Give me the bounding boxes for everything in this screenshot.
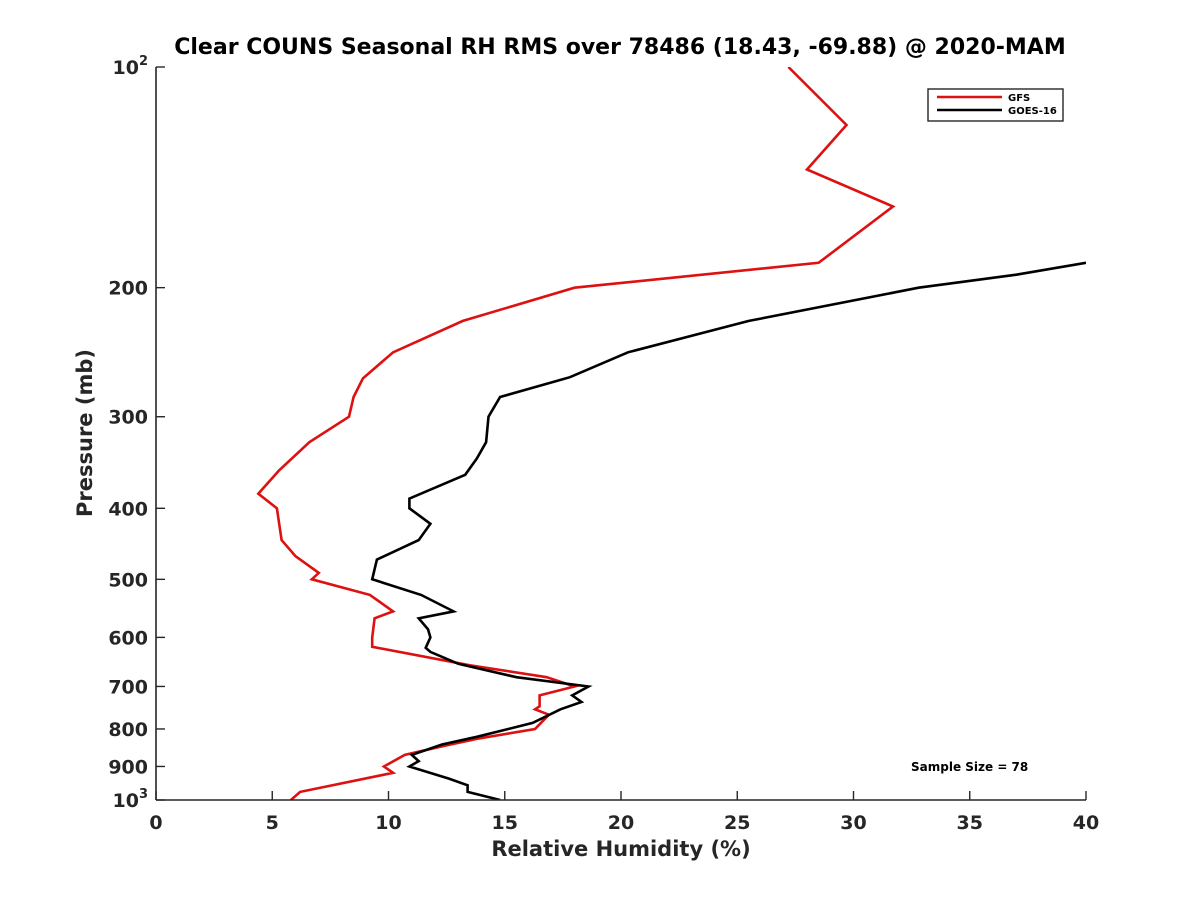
y-tick-label: 400 xyxy=(108,498,148,520)
x-ticks: 0 5 10 15 20 25 30 35 40 xyxy=(149,791,1099,834)
x-tick-label: 0 xyxy=(149,812,162,834)
x-tick-label: 40 xyxy=(1073,812,1099,834)
x-tick-label: 30 xyxy=(840,812,866,834)
x-tick-label: 35 xyxy=(957,812,983,834)
legend-label-goes16: GOES-16 xyxy=(1008,106,1057,117)
x-tick-label: 25 xyxy=(724,812,750,834)
plot-axes-frame xyxy=(156,67,1086,800)
y-tick-label: 600 xyxy=(108,627,148,649)
y-ticks: 102 200 300 400 500 600 700 800 900 103 xyxy=(108,54,165,812)
y-tick-label: 103 xyxy=(113,787,149,812)
y-tick-label: 200 xyxy=(108,278,148,300)
x-tick-label: 5 xyxy=(266,812,279,834)
legend-label-gfs: GFS xyxy=(1008,93,1030,104)
legend-box xyxy=(927,88,1064,122)
sample-size-annotation: Sample Size = 78 xyxy=(911,760,1028,774)
y-tick-label: 900 xyxy=(108,756,148,778)
y-tick-label: 300 xyxy=(108,407,148,429)
x-axis-label: Relative Humidity (%) xyxy=(491,837,750,861)
series-line-goes16 xyxy=(370,261,1086,800)
series-line-gfs xyxy=(256,67,896,800)
y-axis-label: Pressure (mb) xyxy=(73,349,97,517)
y-tick-label: 102 xyxy=(113,54,149,79)
series-layer xyxy=(256,67,1086,800)
y-tick-label: 700 xyxy=(108,676,148,698)
y-tick-label: 500 xyxy=(108,569,148,591)
x-tick-label: 20 xyxy=(608,812,634,834)
legend: GFS GOES-16 xyxy=(927,88,1064,122)
x-tick-label: 10 xyxy=(375,812,401,834)
y-tick-label: 800 xyxy=(108,719,148,741)
chart-title: Clear COUNS Seasonal RH RMS over 78486 (… xyxy=(174,35,1065,60)
x-tick-label: 15 xyxy=(492,812,518,834)
